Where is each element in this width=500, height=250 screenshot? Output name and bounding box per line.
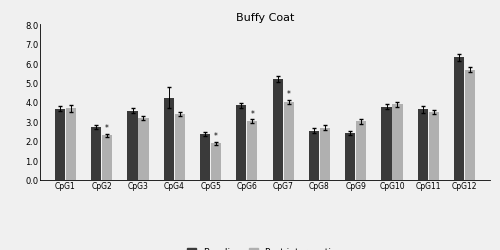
Bar <box>356 122 366 180</box>
Bar <box>465 70 475 180</box>
Bar <box>418 110 428 180</box>
Text: *: * <box>105 124 109 133</box>
Title: Buffy Coat: Buffy Coat <box>236 13 294 23</box>
Bar <box>138 119 148 180</box>
Bar <box>392 105 402 180</box>
Bar <box>284 102 294 180</box>
Bar <box>55 109 65 180</box>
Bar <box>428 112 439 180</box>
Bar <box>454 58 464 180</box>
Bar <box>102 136 112 180</box>
Bar <box>247 122 258 180</box>
Bar <box>200 134 210 180</box>
Bar <box>211 144 221 180</box>
Bar <box>382 107 392 180</box>
Text: *: * <box>286 90 290 99</box>
Bar <box>272 80 283 180</box>
Bar <box>174 114 185 180</box>
Bar <box>91 128 102 180</box>
Bar <box>309 131 319 180</box>
Bar <box>66 109 76 180</box>
Bar <box>164 98 174 180</box>
Text: *: * <box>250 110 254 118</box>
Text: *: * <box>214 132 218 141</box>
Bar <box>320 128 330 180</box>
Bar <box>128 111 138 180</box>
Legend: Baseline, Post intervention: Baseline, Post intervention <box>188 247 342 250</box>
Bar <box>345 133 356 180</box>
Bar <box>236 106 246 180</box>
